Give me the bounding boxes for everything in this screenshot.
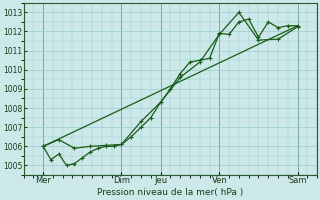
X-axis label: Pression niveau de la mer( hPa ): Pression niveau de la mer( hPa ) <box>97 188 244 197</box>
